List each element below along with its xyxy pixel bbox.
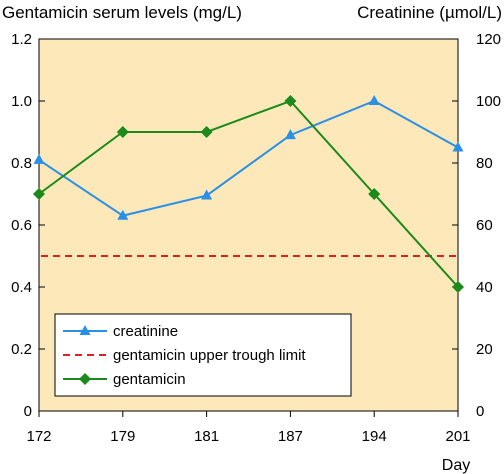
legend-label: gentamicin	[113, 371, 186, 388]
left-y-tick-label: 0.2	[11, 341, 32, 358]
left-y-tick-label: 1.0	[11, 93, 32, 110]
gentamicin-point	[284, 95, 297, 107]
right-axis-title: Creatinine (µmol/L)	[357, 3, 502, 22]
creatinine-point	[284, 129, 296, 140]
left-y-tick-label: 0.8	[11, 155, 32, 172]
series-gentamicin	[33, 95, 464, 293]
left-y-tick-label: 1.2	[11, 31, 32, 48]
legend: creatinine gentamicin upper trough limit g…	[54, 313, 352, 397]
gentamicin-point	[116, 126, 129, 138]
x-axis-title: Day	[442, 457, 470, 474]
left-y-tick-label: 0	[24, 403, 32, 420]
right-y-tick-label: 120	[476, 31, 501, 48]
legend-label: gentamicin upper trough limit	[113, 347, 306, 364]
series-creatinine	[33, 95, 464, 220]
right-y-tick-label: 60	[476, 217, 493, 234]
gentamicin-point	[452, 281, 464, 293]
right-y-tick-label: 40	[476, 279, 493, 296]
left-y-tick-label: 0.4	[11, 279, 32, 296]
x-tick-label: 194	[362, 428, 387, 445]
gentamicin-point	[200, 126, 213, 138]
legend-marker	[79, 325, 91, 335]
creatinine-point	[33, 153, 45, 164]
right-y-tick-label: 100	[476, 93, 501, 110]
right-y-tick-label: 20	[476, 341, 493, 358]
x-tick-label: 179	[110, 428, 135, 445]
x-tick-label: 181	[194, 428, 219, 445]
left-axis-title: Gentamicin serum levels (mg/L)	[2, 3, 242, 22]
creatinine-point	[368, 95, 380, 105]
creatinine-line	[38, 99, 459, 217]
creatinine-point	[201, 189, 213, 200]
gentamicin-point	[33, 188, 45, 200]
legend-marker	[79, 373, 91, 385]
gentamicin-line	[38, 99, 459, 288]
x-tick-label: 172	[26, 428, 51, 445]
left-y-axis: 0 0.2 0.4 0.6 0.8 1.0 1.2	[11, 31, 45, 420]
x-axis: 172 179 181 187 194 201	[26, 411, 471, 445]
left-y-tick-label: 0.6	[11, 217, 32, 234]
x-tick-label: 187	[278, 428, 303, 445]
legend-label: creatinine	[113, 323, 178, 340]
series-layer	[33, 95, 464, 293]
creatinine-point	[117, 209, 129, 220]
right-y-axis: 0 20 40 60 80 100 120	[452, 31, 501, 420]
gentamicin-point	[368, 188, 381, 200]
x-tick-label: 201	[445, 428, 470, 445]
right-y-tick-label: 0	[476, 403, 484, 420]
creatinine-point	[452, 141, 464, 152]
right-y-tick-label: 80	[476, 155, 493, 172]
